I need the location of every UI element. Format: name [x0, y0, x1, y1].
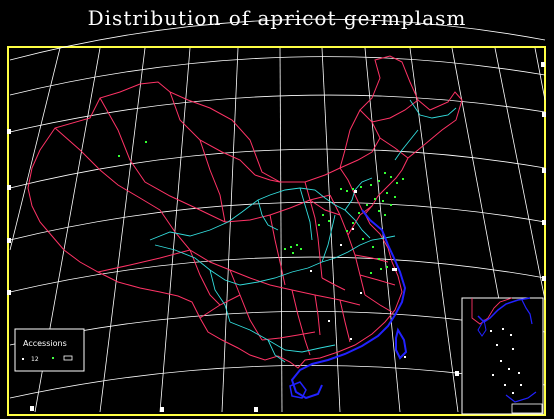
rivers	[149, 99, 457, 363]
city-markers	[310, 190, 406, 358]
legend-tick	[22, 358, 24, 360]
map-frame	[7, 46, 546, 416]
south-china-sea-inset	[461, 297, 544, 415]
accession-points	[118, 141, 404, 274]
legend: Accessions 12	[14, 328, 85, 372]
legend-title: Accessions	[23, 339, 67, 348]
frame-ticks	[7, 62, 546, 412]
legend-swatch	[63, 355, 73, 361]
graticule	[9, 18, 546, 413]
island	[289, 381, 307, 399]
legend-count: 12	[31, 356, 39, 363]
coastline	[290, 209, 408, 400]
legend-box	[14, 328, 85, 372]
legend-marker	[52, 357, 54, 359]
province-borders	[27, 55, 463, 369]
map-title: Distribution of apricot germplasm	[87, 6, 467, 30]
